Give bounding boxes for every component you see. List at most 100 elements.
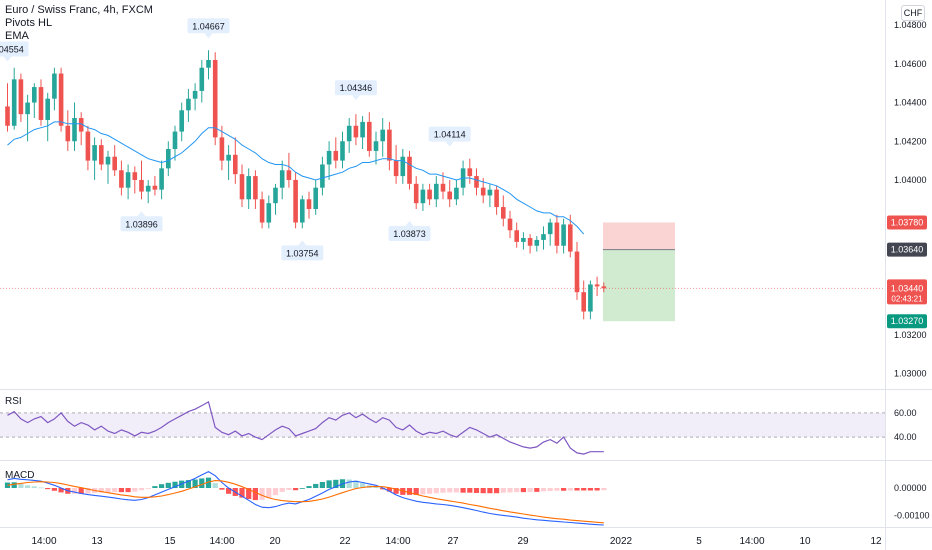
macd-histogram-bar: [98, 488, 104, 493]
macd-histogram-bar: [58, 488, 64, 493]
macd-histogram-bar: [567, 488, 573, 491]
entry-price-badge-text: 1.03640: [891, 245, 924, 255]
candle: [507, 210, 513, 239]
symbol-title[interactable]: Euro / Swiss Franc, 4h, FXCM: [5, 4, 153, 16]
candle: [266, 195, 272, 229]
macd-histogram-bar: [31, 486, 37, 489]
candle: [554, 214, 560, 254]
candle-body: [78, 118, 84, 132]
time-tick-label: 14:00: [739, 536, 764, 547]
candle: [58, 67, 64, 132]
pivot-label-bg: [281, 245, 324, 261]
pivot-label-pointer: [204, 33, 213, 39]
pivot-label-pointer: [298, 240, 307, 246]
macd-histogram-bar: [252, 488, 258, 501]
candle: [152, 176, 158, 196]
macd-histogram-bar: [159, 484, 165, 489]
macd-histogram-bar: [212, 483, 218, 489]
candle-body: [253, 176, 258, 200]
candle: [514, 222, 519, 248]
candle-body: [112, 156, 117, 171]
candle-body: [521, 238, 526, 242]
candle-body: [353, 125, 359, 138]
candle: [85, 125, 91, 171]
pivot-label: 1.03873: [388, 220, 431, 241]
price-tick-label: 1.04000: [894, 175, 927, 185]
macd-histogram-bar: [38, 487, 44, 489]
candle: [199, 59, 205, 103]
rsi-pane-label[interactable]: RSI: [5, 396, 22, 407]
macd-histogram-bar: [185, 480, 191, 489]
candle-body: [58, 73, 64, 126]
macd-histogram-bar: [601, 488, 607, 491]
candle: [588, 280, 593, 320]
indicator-ema-label[interactable]: EMA: [5, 30, 29, 42]
candle-body: [501, 207, 506, 219]
macd-histogram-bar: [406, 488, 413, 495]
rsi-tick-label: 40.00: [894, 432, 917, 442]
candle: [420, 183, 426, 211]
candle-body: [340, 141, 345, 161]
entry-price-badge: [887, 242, 927, 257]
macd-histogram-bar: [507, 488, 513, 493]
macd-pane-label[interactable]: MACD: [5, 470, 35, 481]
candle-body: [360, 121, 365, 138]
candle: [139, 160, 144, 200]
candle: [72, 102, 77, 151]
indicator-pivots-label[interactable]: Pivots HL: [5, 17, 53, 29]
candle: [145, 179, 151, 204]
candle-body: [554, 222, 560, 246]
currency-button[interactable]: CHF: [901, 5, 925, 21]
candle-body: [25, 102, 30, 115]
candle-body: [239, 174, 245, 200]
macd-histogram-bar: [574, 488, 580, 491]
macd-histogram-bar: [473, 488, 480, 493]
macd-histogram-bar: [393, 488, 399, 494]
macd-histogram-bar: [467, 488, 473, 493]
candle-body: [152, 185, 158, 190]
macd-histogram-bar: [172, 481, 178, 489]
candle-body: [45, 98, 50, 120]
macd-histogram-bar: [427, 488, 433, 494]
candle-body: [159, 168, 164, 190]
pivot-label: 1.03754: [281, 240, 324, 261]
macd-histogram-bar: [306, 486, 312, 489]
candle: [541, 226, 546, 250]
pivot-label: 1.04346: [334, 80, 377, 101]
time-tick-label: 14:00: [31, 536, 56, 547]
candle: [286, 152, 292, 188]
candle: [233, 137, 238, 184]
macd-histogram-bar: [594, 488, 600, 491]
candle-body: [166, 148, 171, 169]
candle: [5, 83, 10, 132]
time-tick-label: 15: [164, 536, 176, 547]
candle-body: [440, 183, 446, 192]
macd-histogram-bar: [71, 488, 78, 494]
pivot-label: 1.04114: [428, 126, 471, 147]
macd-histogram-bar: [313, 483, 319, 489]
pivot-label-bg: [428, 126, 471, 142]
macd-histogram-bar: [587, 488, 593, 491]
candle: [313, 179, 318, 215]
candle-body: [38, 87, 44, 120]
macd-histogram-bar: [447, 488, 453, 493]
candle-body: [219, 137, 225, 161]
candle-body: [594, 284, 600, 287]
macd-histogram-bar: [152, 486, 158, 489]
macd-histogram-bar: [400, 488, 406, 495]
candle-body: [32, 87, 37, 103]
candle: [206, 50, 211, 80]
pivot-label-bg: [334, 80, 377, 96]
pivot-label-pointer: [351, 95, 360, 101]
candle: [78, 112, 84, 146]
candle: [186, 89, 191, 122]
price-tick-label: 1.04600: [894, 59, 927, 69]
macd-histogram-bar: [453, 488, 459, 493]
candle: [65, 110, 71, 151]
pivot-label: 1.04667: [187, 18, 230, 39]
stop-price-badge: [887, 215, 927, 230]
candle: [293, 172, 298, 229]
candle-body: [494, 189, 499, 208]
candle-body: [279, 170, 285, 188]
